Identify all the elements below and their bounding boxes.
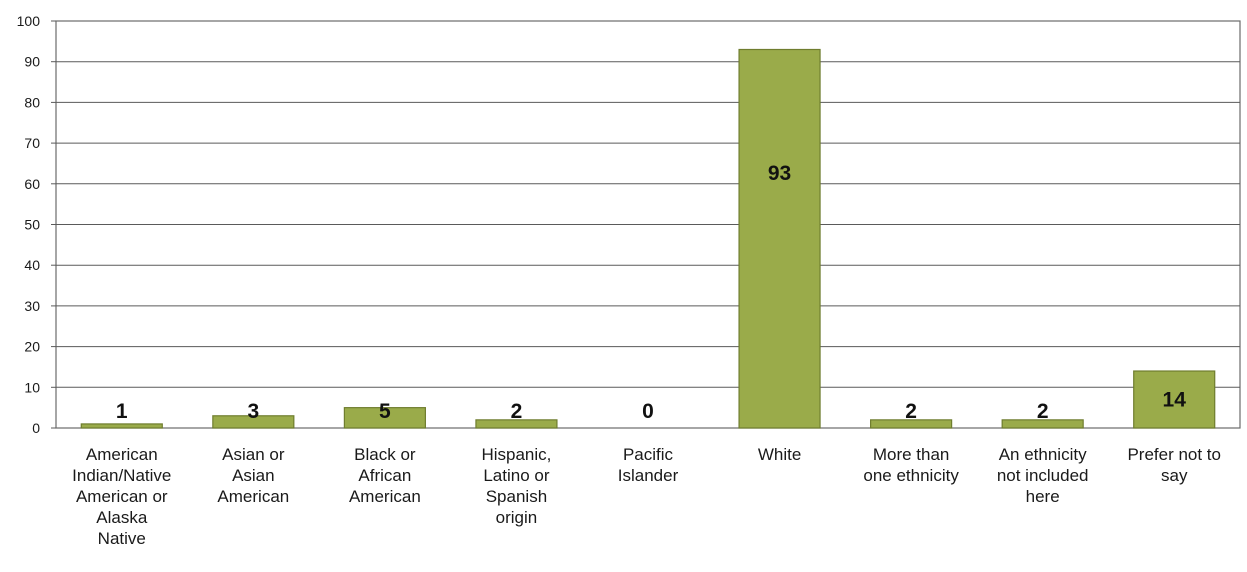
y-tick-label: 10 [24,379,40,395]
x-tick-label-line: Asian [232,466,275,485]
bar [343,407,426,429]
x-tick-label: Asian or Asian American [183,444,323,507]
x-tick-label-line: White [757,445,802,464]
bar [738,48,821,429]
x-tick-label-line: Spanish [485,487,548,506]
y-tick-label: 60 [24,176,40,192]
y-tick-label: 80 [24,94,40,110]
x-tick-label-line: one ethnicity [863,466,959,485]
y-tick-label: 100 [17,13,41,29]
x-tick-label: Black or African American [315,444,455,507]
x-tick-label-line: Islander [617,466,679,485]
x-tick-label-line: say [1160,466,1188,485]
x-tick-label-line: Indian/Native [72,466,172,485]
x-tick-label-line: An ethnicity [998,445,1087,464]
bar [212,415,295,429]
x-tick-label: White [710,444,850,465]
data-label: 0 [642,400,654,423]
x-tick-label: American Indian/Native American or Alaska Na… [52,444,192,549]
bar [475,419,558,429]
x-tick-label: Hispanic, Latino or Spanish origin [446,444,586,528]
bar [1001,419,1084,429]
x-tick-label-line: Pacific [622,445,674,464]
x-tick-label-line: American [217,487,290,506]
data-label: 3 [247,400,259,423]
data-label: 5 [379,400,391,423]
x-tick-label-line: Asian or [222,445,285,464]
x-tick-label-line: Hispanic, [481,445,552,464]
data-label: 2 [905,400,917,423]
x-tick-label-line: American [85,445,158,464]
x-tick-label-line: African [358,466,412,485]
x-tick-label-line: origin [495,508,538,527]
data-label: 14 [1163,389,1187,412]
x-tick-label-line: More than [872,445,950,464]
data-label: 2 [1037,400,1049,423]
y-tick-label: 30 [24,298,40,314]
x-tick-label-line: Black or [354,445,416,464]
x-tick-label-line: Native [97,529,146,548]
x-tick-label-line: American [348,487,421,506]
y-tick-label: 0 [32,420,40,436]
bar [870,419,953,429]
data-label: 1 [116,400,128,423]
bar [80,423,163,429]
data-label: 2 [511,400,523,423]
x-tick-label: More than one ethnicity [841,444,981,486]
x-tick-label: Pacific Islander [578,444,718,486]
bar [1133,370,1216,429]
data-label: 93 [768,162,791,185]
x-tick-label: Prefer not to say [1104,444,1244,486]
x-tick-label-line: American or [75,487,168,506]
x-tick-label-line: Prefer not to [1127,445,1221,464]
x-tick-label-line: Latino or [483,466,550,485]
y-tick-label: 50 [24,217,40,233]
x-tick-label-line: Alaska [96,508,148,527]
y-tick-label: 20 [24,339,40,355]
x-tick-label: An ethnicity not included here [973,444,1113,507]
y-tick-label: 70 [24,135,40,151]
x-tick-label-line: not included [996,466,1089,485]
x-tick-label-line: here [1025,487,1060,506]
y-tick-label: 90 [24,54,40,70]
y-tick-label: 40 [24,257,40,273]
